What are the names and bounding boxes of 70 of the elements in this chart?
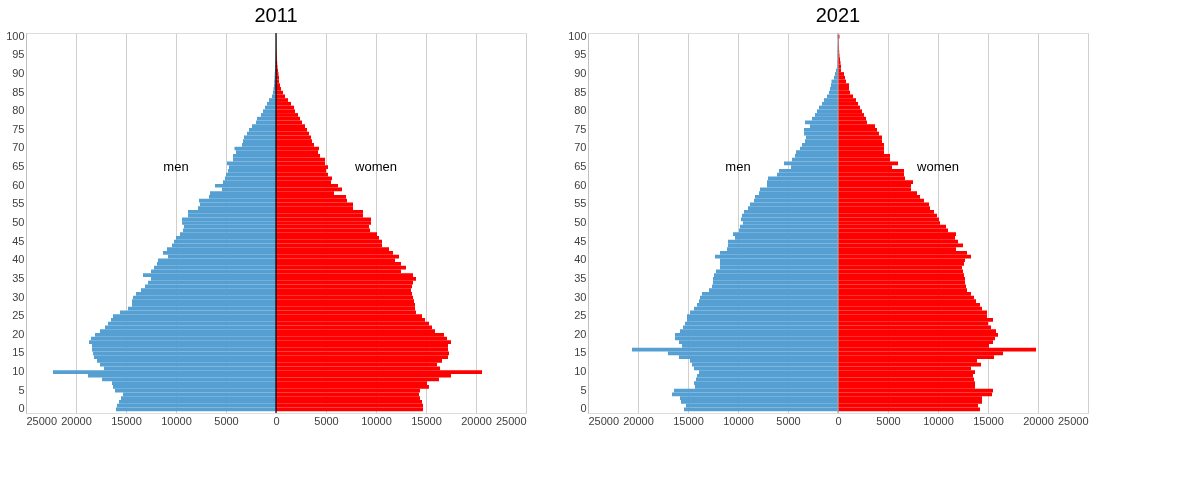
x-tick-label: 20000 bbox=[1023, 414, 1054, 427]
y-tick-label: 50 bbox=[574, 216, 587, 228]
y-tick-label: 60 bbox=[12, 178, 25, 191]
x-tick-label: 15000 bbox=[111, 414, 142, 427]
y-tick-label: 60 bbox=[574, 178, 587, 191]
y-tick-label: 25 bbox=[574, 309, 587, 322]
y-tick-label: 50 bbox=[12, 216, 25, 228]
chart-title: 2011 bbox=[254, 4, 298, 27]
y-tick-label: 85 bbox=[12, 85, 25, 98]
x-tick-label: 20000 bbox=[61, 414, 92, 427]
y-tick-label: 55 bbox=[12, 197, 25, 210]
y-tick-label: 15 bbox=[574, 346, 587, 359]
x-tick-label: 5000 bbox=[214, 414, 239, 427]
y-tick-label: 70 bbox=[12, 141, 25, 154]
y-tick-label: 65 bbox=[12, 160, 25, 173]
x-tick-label: 15000 bbox=[411, 414, 442, 427]
x-tick-label: 5000 bbox=[314, 414, 339, 427]
y-tick-label: 85 bbox=[574, 85, 587, 98]
x-tick-label: 20000 bbox=[461, 414, 492, 427]
y-tick-label: 20 bbox=[12, 327, 25, 340]
text: men bbox=[163, 159, 189, 175]
y-tick-label: 75 bbox=[12, 122, 25, 135]
y-tick-label: 100 bbox=[568, 29, 587, 42]
y-tick-label: 55 bbox=[574, 197, 587, 210]
y-tick-label: 0 bbox=[580, 402, 587, 415]
y-tick-label: 0 bbox=[18, 402, 25, 415]
y-tick-label: 5 bbox=[18, 383, 25, 396]
x-tick-label: 10000 bbox=[923, 414, 954, 427]
series-label: men bbox=[725, 159, 751, 175]
x-tick-label: 10000 bbox=[361, 414, 392, 427]
y-tick-label: 100 bbox=[6, 29, 25, 42]
y-tick-label: 80 bbox=[12, 104, 25, 117]
y-tick-label: 40 bbox=[574, 253, 587, 266]
y-tick-label: 35 bbox=[12, 271, 25, 284]
x-tick-label: 25000 bbox=[1057, 414, 1089, 427]
y-tick-label: 20 bbox=[574, 327, 587, 340]
y-tick-label: 95 bbox=[574, 48, 587, 61]
y-tick-label: 10 bbox=[12, 365, 25, 378]
x-tick-label: 5000 bbox=[776, 414, 801, 427]
x-tick-label: 20000 bbox=[623, 414, 654, 427]
x-tick-label: 0 bbox=[273, 414, 280, 427]
y-tick-label: 25 bbox=[12, 309, 25, 322]
x-tick-label: 5000 bbox=[876, 414, 901, 427]
y-tick-label: 15 bbox=[12, 346, 25, 359]
y-tick-label: 35 bbox=[574, 271, 587, 284]
y-tick-label: 65 bbox=[574, 160, 587, 173]
x-tick-label: 15000 bbox=[973, 414, 1004, 427]
x-tick-label: 25000 bbox=[26, 414, 58, 427]
y-tick-label: 5 bbox=[580, 383, 587, 396]
y-tick-label: 45 bbox=[12, 234, 25, 247]
y-tick-label: 90 bbox=[574, 66, 587, 79]
y-tick-label: 30 bbox=[12, 290, 25, 303]
x-tick-label: 10000 bbox=[161, 414, 192, 427]
series-label: women bbox=[354, 159, 397, 175]
x-tick-label: 25000 bbox=[588, 414, 620, 427]
y-tick-label: 30 bbox=[574, 290, 587, 303]
x-tick-label: 0 bbox=[835, 414, 842, 427]
y-tick-label: 40 bbox=[12, 253, 25, 266]
y-tick-label: 75 bbox=[574, 122, 587, 135]
y-tick-label: 90 bbox=[12, 66, 25, 79]
y-tick-label: 70 bbox=[574, 141, 587, 154]
x-tick-label: 15000 bbox=[673, 414, 704, 427]
y-tick-label: 10 bbox=[574, 365, 587, 378]
y-tick-label: 80 bbox=[574, 104, 587, 117]
series-label: women bbox=[916, 159, 959, 175]
y-tick-label: 45 bbox=[574, 234, 587, 247]
x-tick-label: 10000 bbox=[723, 414, 754, 427]
x-tick-label: 25000 bbox=[495, 414, 527, 427]
chart-title: 2021 bbox=[815, 4, 861, 27]
y-tick-label: 95 bbox=[12, 48, 25, 61]
